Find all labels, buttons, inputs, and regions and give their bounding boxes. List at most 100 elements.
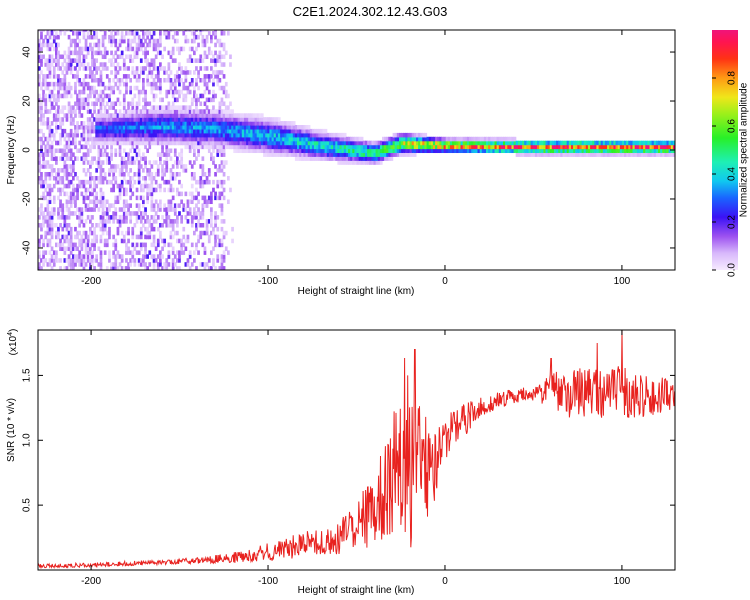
spectrogram-cell <box>55 54 58 60</box>
spectrogram-cell <box>118 81 122 87</box>
spectrogram-cell <box>190 219 194 224</box>
spectrogram-cell <box>220 144 224 150</box>
spectrogram-cell <box>511 148 515 154</box>
spectrogram-cell <box>112 62 116 67</box>
spectrogram-cell <box>120 140 124 146</box>
spectrogram-cell <box>131 117 135 122</box>
spectrogram-cell <box>180 148 184 154</box>
spectrogram-cell <box>48 42 52 48</box>
spectrogram-cell <box>57 172 60 177</box>
spectrogram-cell <box>116 54 120 60</box>
spectrogram-cell <box>350 144 353 150</box>
spectrogram-cell <box>148 183 152 189</box>
spectrogram-cell <box>220 148 224 154</box>
spectrogram-cell <box>373 156 377 161</box>
spectrogram-cell <box>303 156 307 161</box>
spectrogram-cell <box>150 81 154 87</box>
spectrogram-cell <box>142 121 145 126</box>
spectrogram-cell <box>44 230 48 236</box>
spectrogram-cell <box>396 132 400 138</box>
spectrogram-cell <box>573 152 576 157</box>
spectrogram-cell <box>585 144 589 150</box>
spectrogram-cell <box>110 50 113 56</box>
spectrogram-cell <box>65 203 69 208</box>
spectrogram-cell <box>311 128 315 134</box>
spectrogram-cell <box>309 132 313 138</box>
spectrogram-cell <box>122 207 126 212</box>
spectrogram-cell <box>144 58 147 63</box>
spectrogram-cell <box>186 140 190 146</box>
spectrogram-cell <box>97 132 101 138</box>
spectrogram-cell <box>184 121 188 126</box>
spectrogram-cell <box>78 179 82 185</box>
spectrogram-cell <box>133 74 137 79</box>
spectrogram-y-tick-label: -20 <box>22 191 33 206</box>
spectrogram-cell <box>52 258 56 263</box>
spectrogram-cell <box>72 117 75 122</box>
spectrogram-cell <box>224 160 228 165</box>
spectrogram-cell <box>360 148 364 154</box>
spectrogram-cell <box>573 140 576 146</box>
spectrogram-cell <box>197 238 200 244</box>
spectrogram-cell <box>131 125 135 130</box>
spectrogram-cell <box>42 132 45 138</box>
spectrogram-cell <box>65 117 69 122</box>
spectrogram-cell <box>207 266 211 270</box>
spectrogram-cell <box>69 195 73 201</box>
spectrogram-cell <box>74 254 77 259</box>
spectrogram-cell <box>224 144 228 150</box>
spectrogram-cell <box>50 101 54 107</box>
spectrogram-cell <box>55 117 58 122</box>
spectrogram-cell <box>122 125 126 130</box>
spectrogram-cell <box>167 207 171 212</box>
spectrogram-cell <box>290 144 294 150</box>
spectrogram-cell <box>38 207 41 212</box>
spectrogram-cell <box>108 160 111 165</box>
spectrogram-cell <box>169 242 173 248</box>
spectrogram-cell <box>341 132 345 138</box>
spectrogram-cell <box>148 234 152 240</box>
spectrogram-cell <box>549 152 553 157</box>
spectrogram-cell <box>176 31 179 36</box>
spectrogram-cell <box>401 136 404 142</box>
spectrogram-cell <box>258 125 262 130</box>
spectrogram-cell <box>86 258 90 263</box>
spectrogram-cell <box>48 191 52 197</box>
spectrogram-cell <box>129 117 133 122</box>
spectrogram-cell <box>95 191 99 197</box>
spectrogram-cell <box>101 132 105 138</box>
spectrogram-cell <box>201 93 205 99</box>
spectrogram-cell <box>220 140 224 146</box>
spectrogram-cell <box>103 176 107 181</box>
spectrogram-cell <box>99 78 103 83</box>
spectrogram-cell <box>275 148 279 154</box>
spectrogram-cell <box>84 125 88 130</box>
spectrogram-cell <box>142 211 145 216</box>
spectrogram-cell <box>628 152 632 157</box>
spectrogram-cell <box>161 223 164 228</box>
spectrogram-cell <box>195 266 198 270</box>
spectrogram-cell <box>101 176 105 181</box>
spectrogram-cell <box>55 93 58 99</box>
spectrogram-cell <box>169 234 173 240</box>
spectrogram-cell <box>46 152 50 157</box>
spectrogram-cell <box>150 191 154 197</box>
spectrogram-cell <box>159 183 162 189</box>
spectrogram-cell <box>369 156 372 161</box>
spectrogram-cell <box>142 113 145 118</box>
spectrogram-cell <box>118 66 122 71</box>
spectrogram-cell <box>224 246 228 252</box>
spectrogram-cell <box>101 207 105 212</box>
spectrogram-cell <box>80 242 84 248</box>
spectrogram-cell <box>207 31 211 36</box>
spectrogram-cell <box>176 109 179 114</box>
spectrogram-cell <box>118 195 122 201</box>
spectrogram-cell <box>333 156 336 161</box>
spectrogram-cell <box>188 148 192 154</box>
spectrogram-cell <box>112 168 116 173</box>
spectrogram-cell <box>69 58 73 63</box>
spectrogram-cell <box>129 46 133 52</box>
spectrogram-cell <box>89 132 92 138</box>
spectrogram-cell <box>52 176 56 181</box>
spectrogram-cell <box>82 121 86 126</box>
